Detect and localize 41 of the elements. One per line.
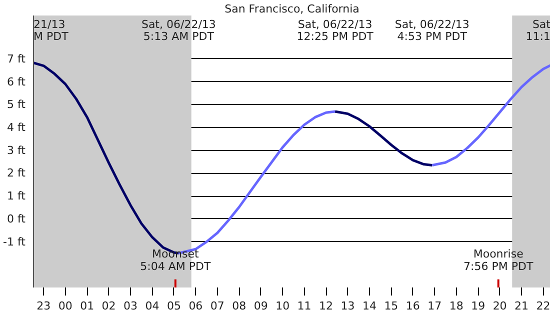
- annotation: 21/13 M PDT: [34, 18, 69, 44]
- x-tick-label: 18: [449, 300, 464, 312]
- ref-line-label: Moonset 5:04 AM PDT: [140, 248, 211, 273]
- x-tick-label: 15: [384, 300, 398, 312]
- y-tick-label: 0 ft: [7, 212, 26, 226]
- x-tick-label: 00: [58, 300, 72, 312]
- x-tick-label: 16: [406, 300, 420, 312]
- annotation: Sat 11:1: [526, 18, 550, 44]
- x-tick-label: 20: [492, 300, 507, 312]
- x-tick-label: 11: [297, 300, 312, 312]
- x-tick-label: 09: [254, 300, 268, 312]
- x-tick-label: 08: [232, 300, 246, 312]
- x-tick-label: 03: [124, 300, 138, 312]
- y-tick-label: 3 ft: [7, 144, 26, 157]
- x-tick-label: 22: [536, 300, 550, 312]
- x-tick-label: 01: [80, 300, 94, 312]
- y-tick-label: 7 ft: [7, 52, 26, 66]
- y-tick-label: 4 ft: [7, 121, 26, 134]
- y-tick-label: -1 ft: [3, 235, 26, 248]
- x-tick-label: 10: [276, 300, 290, 312]
- annotation: Sat, 06/22/13 4:53 PM PDT: [394, 18, 470, 44]
- x-tick-label: 07: [210, 300, 224, 312]
- y-tick-label: 2 ft: [7, 166, 26, 180]
- y-tick-label: 5 ft: [7, 98, 26, 112]
- x-tick-label: 19: [471, 300, 486, 312]
- x-tick-label: 04: [145, 300, 160, 312]
- chart-title: San Francisco, California: [224, 2, 360, 16]
- annotation: Sat, 06/22/13 5:13 AM PDT: [141, 18, 216, 44]
- y-tick-label: 6 ft: [7, 75, 26, 88]
- annotation: Sat, 06/22/13 12:25 PM PDT: [296, 18, 374, 44]
- ref-line-label: Moonrise 7:56 PM PDT: [464, 248, 534, 273]
- x-tick-label: 06: [188, 300, 203, 312]
- x-tick-label: 02: [102, 300, 116, 312]
- x-tick-label: 05: [166, 300, 181, 312]
- x-tick-label: 12: [319, 300, 334, 312]
- x-tick-label: 23: [36, 300, 51, 312]
- y-tick-label: 1 ft: [7, 190, 26, 203]
- x-tick-label: 17: [428, 300, 442, 312]
- x-tick-label: 14: [362, 300, 376, 312]
- x-tick-label: 21: [514, 300, 529, 312]
- x-tick-label: 13: [340, 300, 355, 312]
